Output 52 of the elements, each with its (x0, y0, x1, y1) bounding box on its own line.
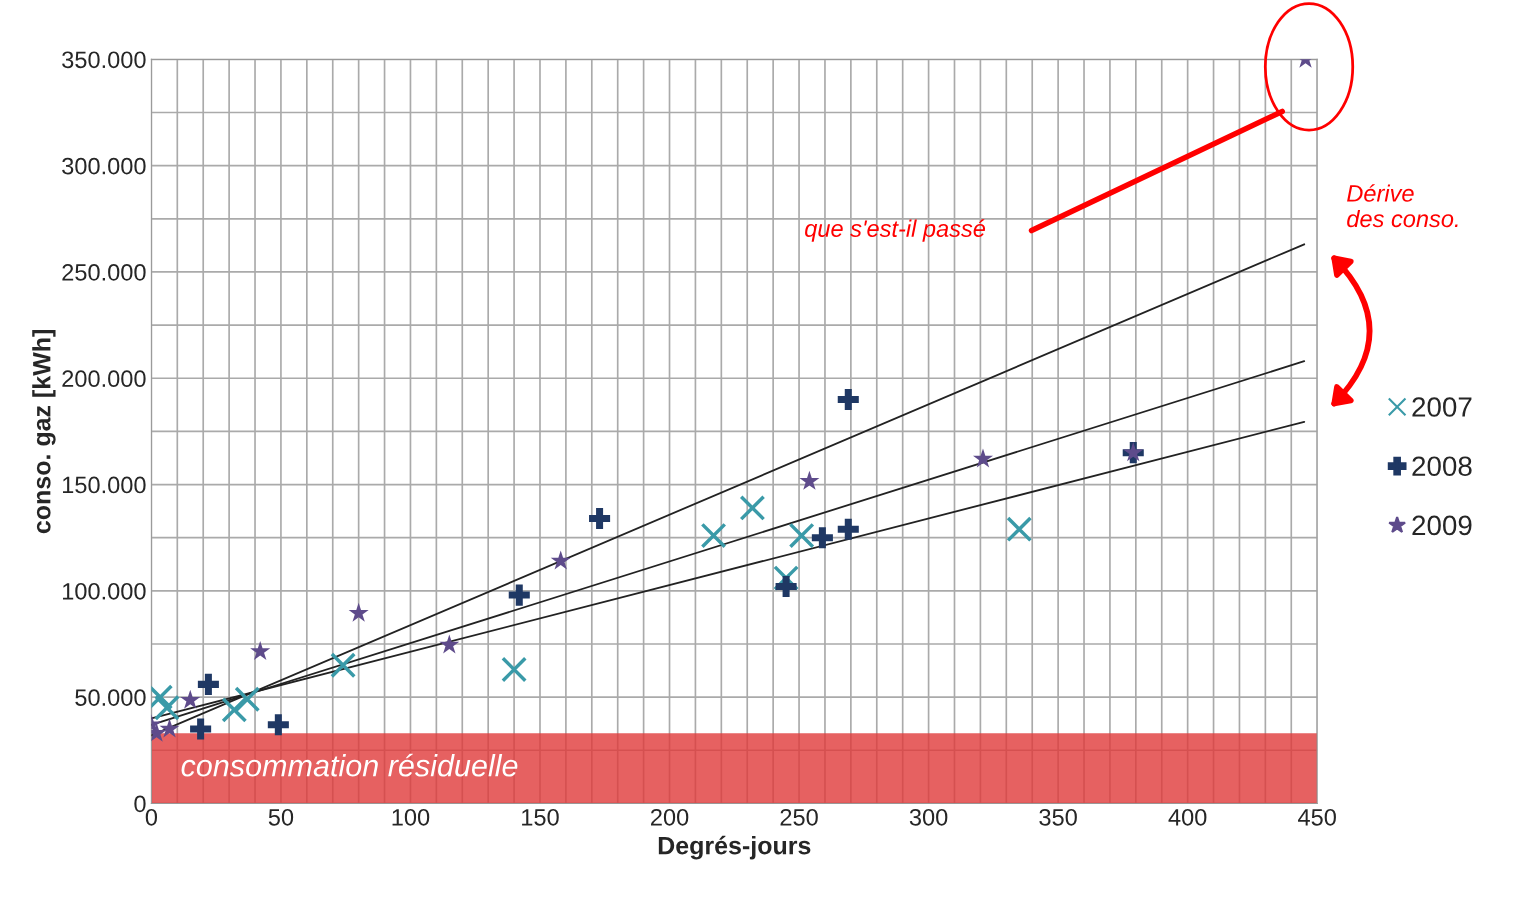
point (267, 714, 289, 736)
y-tick-label: 100.000 (63, 582, 146, 600)
point (197, 673, 219, 695)
x-tick-label: 250 (780, 808, 818, 826)
x-tick-label: 300 (909, 808, 948, 826)
x-tick-label: 400 (1168, 808, 1207, 826)
y-axis-title: conso. gaz [kWh] (32, 330, 56, 534)
point (811, 527, 833, 549)
x-tick-label: 350 (1039, 808, 1077, 826)
text: Dérive des conso. (1347, 184, 1458, 228)
point (837, 518, 859, 540)
legend-label: 2007 (1412, 397, 1472, 417)
point (250, 640, 271, 660)
legend-label: 2009 (1412, 515, 1472, 536)
x-tick-label: 450 (1298, 808, 1336, 826)
annotation: que s'est-il passé (805, 219, 986, 242)
point (221, 696, 248, 723)
point (348, 602, 369, 622)
x-tick-label: 0 (145, 808, 158, 826)
point (330, 652, 357, 679)
legend-label: 2008 (1412, 456, 1472, 477)
y-tick-label: 200.000 (62, 370, 146, 388)
point (501, 656, 528, 683)
y-tick-label: 0 (134, 795, 146, 813)
x-tick-label: 100 (392, 808, 430, 826)
y-tick-label: 250.000 (62, 264, 146, 281)
point (799, 470, 820, 490)
point (739, 494, 766, 521)
point (154, 694, 180, 721)
point (589, 508, 611, 530)
band-label: consommation résiduelle (181, 753, 518, 777)
point (508, 584, 530, 606)
point (1006, 516, 1033, 543)
point (775, 576, 797, 598)
point (439, 634, 460, 654)
point (550, 550, 571, 570)
y-tick-label: 150.000 (63, 476, 146, 494)
x-tick-label: 150 (522, 808, 559, 826)
x-axis-title: Degrés-jours (658, 835, 811, 860)
x-tick-label: 200 (651, 808, 689, 826)
point (788, 522, 815, 549)
point (190, 718, 212, 740)
point (837, 388, 859, 411)
point (180, 689, 201, 709)
point (700, 522, 727, 549)
y-tick-label: 300.000 (62, 157, 146, 175)
y-tick-label: 350.000 (62, 51, 146, 69)
y-tick-label: 50.000 (75, 689, 146, 706)
point (234, 686, 261, 713)
x-tick-label: 50 (268, 808, 294, 826)
point (159, 718, 180, 738)
point (972, 448, 994, 468)
